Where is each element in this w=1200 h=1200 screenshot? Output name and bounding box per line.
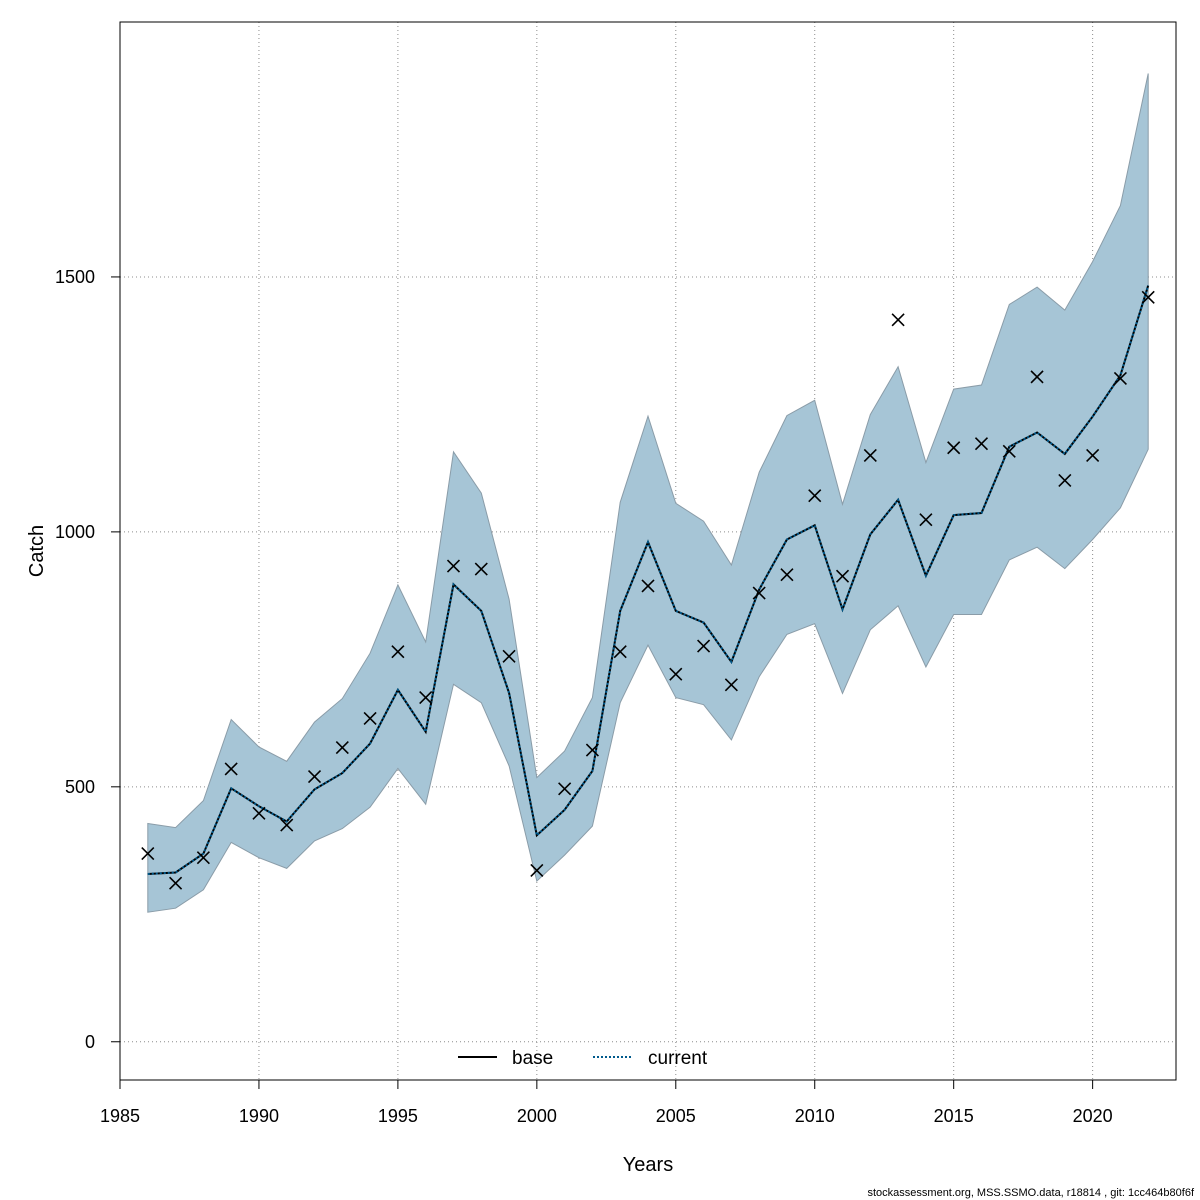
observed-point-2020: [1086, 448, 1100, 462]
observed-point-1987: [169, 876, 183, 890]
observed-point-1995: [391, 645, 405, 659]
observed-point-2006: [697, 639, 711, 653]
observed-point-2001: [558, 782, 572, 796]
observed-point-2022: [1141, 290, 1155, 304]
observed-points: [141, 290, 1155, 890]
observed-point-1988: [196, 851, 210, 865]
x-tick-label-1985: 1985: [100, 1106, 140, 1126]
series-lines: [147, 285, 1150, 875]
legend: base current: [458, 1048, 708, 1069]
observed-point-1992: [307, 770, 322, 784]
observed-point-1989: [224, 762, 238, 776]
observed-point-1991: [280, 818, 294, 832]
x-tick-label-2005: 2005: [656, 1106, 696, 1126]
observed-point-1996: [419, 691, 433, 705]
observed-point-2000: [530, 863, 544, 878]
x-tick-label-2000: 2000: [517, 1106, 557, 1126]
y-tick-label-0: 0: [85, 1032, 95, 1052]
y-tick-label-1500: 1500: [55, 267, 95, 287]
observed-point-1993: [335, 740, 349, 755]
observed-point-2003: [613, 645, 627, 659]
observed-point-2008: [752, 586, 766, 600]
y-axis-title: Catch: [26, 525, 48, 577]
x-axis: 1985 1990 1995 2000 2005 2010 2015 2020: [100, 1079, 1113, 1126]
footer-text: stockassessment.org, MSS.SSMO.data, r188…: [868, 1187, 1195, 1199]
x-tick-label-2015: 2015: [934, 1106, 974, 1126]
series-line-current: [147, 285, 1150, 875]
observed-point-1999: [502, 649, 516, 663]
observed-point-2007: [724, 678, 738, 692]
observed-point-2017: [1002, 444, 1016, 458]
y-axis: 0 500 1000 1500: [55, 267, 121, 1052]
x-tick-label-2020: 2020: [1073, 1106, 1113, 1126]
y-tick-label-1000: 1000: [55, 522, 95, 542]
observed-point-2018: [1030, 370, 1044, 384]
x-axis-title: Years: [623, 1154, 673, 1176]
observed-point-2021: [1113, 371, 1127, 385]
observed-point-1994: [363, 711, 377, 726]
observed-point-2019: [1058, 473, 1072, 487]
observed-point-1998: [474, 562, 488, 576]
observed-point-1997: [446, 559, 461, 573]
legend-base-label: base: [512, 1048, 553, 1069]
observed-point-2002: [585, 743, 599, 757]
legend-current-label: current: [648, 1048, 708, 1069]
observed-point-2013: [891, 313, 905, 327]
observed-point-1990: [252, 806, 266, 820]
x-tick-label-1990: 1990: [239, 1106, 279, 1126]
observed-point-2009: [780, 568, 794, 582]
x-tick-label-1995: 1995: [378, 1106, 418, 1126]
observed-point-2004: [641, 579, 655, 593]
observed-point-2010: [808, 489, 822, 503]
confidence-band-layer: [147, 73, 1149, 913]
observed-point-2016: [974, 437, 989, 451]
observed-point-2015: [947, 441, 961, 455]
x-tick-label-2010: 2010: [795, 1106, 835, 1126]
observed-point-2014: [919, 513, 933, 527]
observed-point-2005: [669, 667, 683, 681]
confidence-band: [147, 73, 1149, 913]
observed-point-2011: [835, 569, 850, 583]
observed-point-1986: [141, 847, 155, 861]
y-tick-label-500: 500: [65, 777, 95, 797]
observed-point-2012: [863, 448, 877, 462]
